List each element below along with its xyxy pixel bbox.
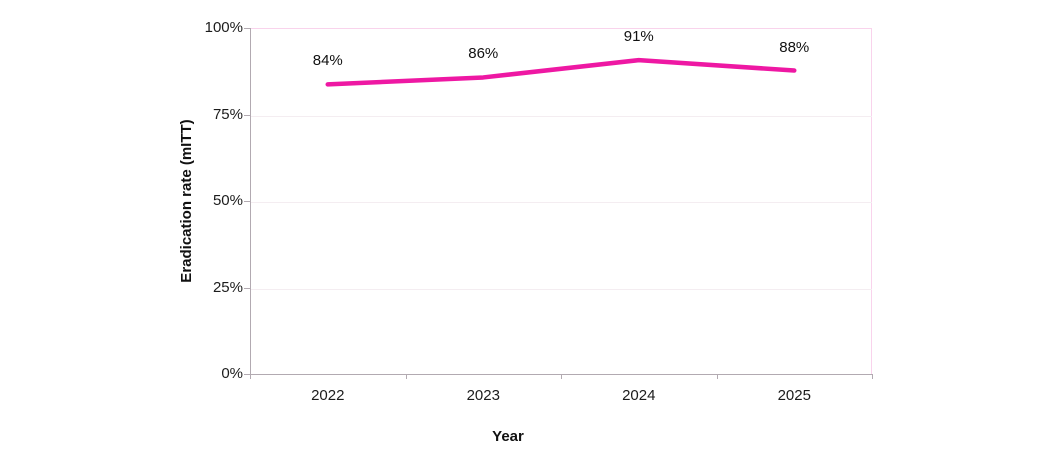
y-axis-tick [244, 287, 250, 289]
x-tick-label: 2024 [622, 387, 656, 404]
data-label: 86% [468, 45, 499, 63]
x-axis-tick [716, 374, 718, 379]
y-axis-tick [244, 114, 250, 116]
y-axis-line [250, 28, 251, 375]
series-svg [325, 57, 797, 87]
y-tick-label: 75% [212, 105, 243, 123]
x-axis-tick [405, 374, 407, 379]
y-tick-label: 0% [221, 365, 243, 382]
x-tick-label: 2022 [311, 387, 345, 404]
gridline [250, 202, 872, 203]
data-label: 88% [779, 38, 810, 56]
x-axis-tick [872, 374, 873, 379]
x-axis-tick [561, 374, 562, 379]
plot-area [250, 28, 872, 374]
data-label: 91% [623, 28, 654, 46]
x-tick-label: 2023 [466, 387, 500, 404]
y-tick-label: 100% [204, 19, 243, 36]
x-axis-tick [250, 374, 251, 379]
data-label: 84% [312, 52, 343, 70]
y-tick-label: 25% [212, 278, 243, 296]
y-axis-tick [244, 28, 250, 29]
gridline [250, 288, 872, 290]
x-axis-title: Year [492, 428, 524, 445]
trend-line [325, 57, 797, 87]
x-tick-label: 2025 [777, 387, 811, 404]
y-tick-label: 50% [212, 192, 243, 209]
y-axis-tick [244, 201, 250, 202]
gridline [250, 115, 872, 117]
y-axis-tick [244, 374, 250, 375]
